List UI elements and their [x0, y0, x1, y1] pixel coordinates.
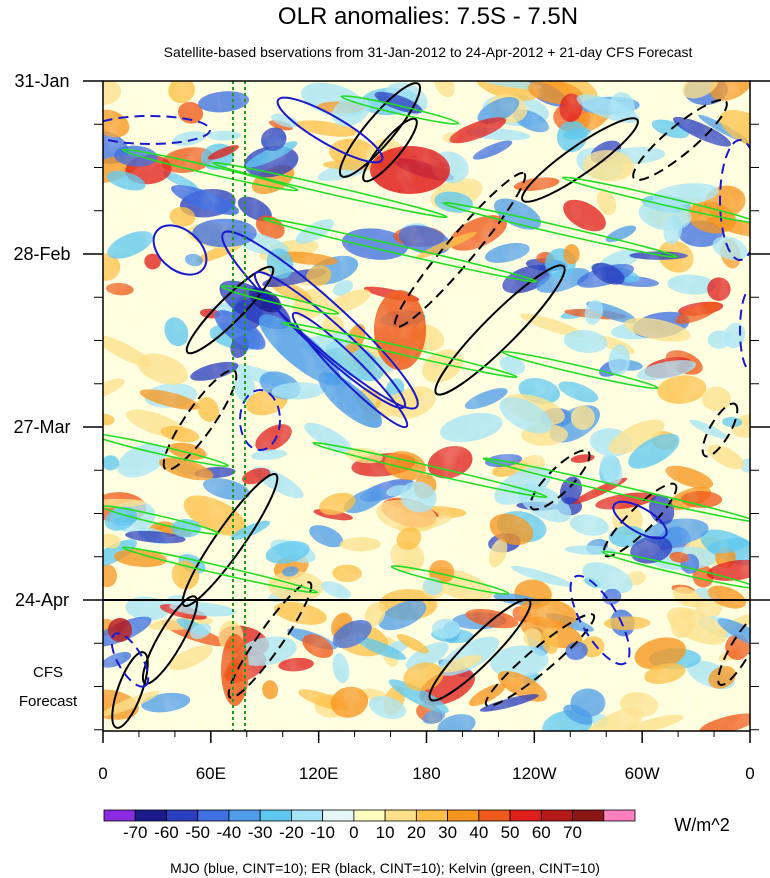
er-contour: [111, 651, 149, 729]
kelvin-contour: [212, 161, 448, 219]
kelvin-contour: [501, 350, 659, 390]
x-tick-label: 60E: [196, 764, 226, 783]
kelvin-contour: [561, 176, 750, 224]
colorbar-swatch: [228, 809, 261, 822]
colorbar-swatch: [291, 809, 324, 822]
colorbar-label: 50: [501, 823, 520, 842]
colorbar-swatch: [447, 809, 480, 822]
colorbar-label: -30: [248, 823, 273, 842]
colorbar-label: 0: [349, 823, 358, 842]
mjo-contour: [291, 311, 409, 429]
colorbar-swatch: [572, 809, 605, 822]
x-tick-label: 0: [98, 764, 107, 783]
colorbar-label: 10: [376, 823, 395, 842]
colorbar-label: -50: [185, 823, 210, 842]
colorbar-label: 20: [407, 823, 426, 842]
er-contour: [602, 482, 678, 558]
forecast-label-line2: Forecast: [19, 693, 78, 710]
y-tick-label: 27-Mar: [13, 417, 70, 437]
kelvin-contour: [103, 505, 220, 535]
er-contour: [181, 472, 279, 608]
mjo-contour: [276, 96, 384, 164]
x-tick-label: 120W: [512, 764, 556, 783]
mjo-contour: [239, 389, 281, 451]
mjo-contour: [103, 115, 211, 145]
kelvin-contour: [282, 321, 518, 379]
colorbar-label: 60: [532, 823, 551, 842]
x-axis: 0 60E 120E 180 120W 60W 0: [98, 731, 755, 783]
colorbar-swatch: [603, 809, 636, 822]
er-contour: [362, 117, 418, 183]
colorbar: -70 -60 -50 -40 -30 -20 -10 0 10 20 30 40 50 60 70: [103, 809, 636, 842]
legend-note: MJO (blue, CINT=10); ER (black, CINT=10)…: [170, 860, 600, 876]
plot-area: [103, 81, 750, 731]
er-contour: [434, 264, 566, 396]
mjo-contour: [612, 500, 668, 540]
colorbar-swatch: [478, 809, 511, 822]
mjo-contour: [152, 224, 208, 276]
mjo-contour: [719, 139, 750, 261]
kelvin-contour: [220, 285, 340, 315]
chart-title: OLR anomalies: 7.5S - 7.5N: [278, 3, 578, 30]
colorbar-units: W/m^2: [674, 815, 729, 835]
kelvin-contour: [121, 546, 319, 594]
colorbar-swatch: [540, 809, 573, 822]
forecast-label-line1: CFS: [33, 664, 63, 681]
er-contour: [162, 369, 238, 471]
chart-subtitle: Satellite-based bservations from 31-Jan-…: [164, 44, 693, 60]
y-axis: 31-Jan 28-Feb 27-Mar 24-Apr: [13, 71, 770, 731]
er-contour: [529, 449, 591, 511]
er-contour: [717, 614, 750, 686]
colorbar-swatch: [384, 809, 417, 822]
y-tick-label: 31-Jan: [14, 71, 69, 91]
colorbar-label: -60: [154, 823, 179, 842]
kelvin-contour: [601, 550, 750, 590]
kelvin-contour: [340, 95, 460, 125]
y-tick-label: 24-Apr: [15, 590, 69, 610]
y-tick-label: 28-Feb: [13, 244, 70, 264]
er-contour: [185, 265, 275, 355]
colorbar-swatch: [415, 809, 448, 822]
colorbar-label: -40: [217, 823, 242, 842]
colorbar-swatch: [353, 809, 386, 822]
colorbar-label: 70: [563, 823, 582, 842]
colorbar-swatch: [134, 809, 167, 822]
colorbar-label: 30: [438, 823, 457, 842]
x-tick-label: 180: [412, 764, 440, 783]
mjo-contour: [739, 289, 750, 371]
kelvin-contour: [121, 148, 299, 192]
colorbar-label: -70: [123, 823, 148, 842]
colorbar-label: -20: [279, 823, 304, 842]
colorbar-swatch: [509, 809, 542, 822]
mjo-contour: [110, 632, 150, 688]
mjo-contour: [253, 271, 407, 409]
er-contour: [227, 581, 313, 699]
kelvin-contour: [262, 217, 538, 283]
kelvin-contour: [442, 201, 678, 259]
colorbar-label: -10: [310, 823, 335, 842]
er-contour: [701, 402, 739, 458]
colorbar-swatch: [322, 809, 355, 822]
mjo-contour: [569, 574, 631, 666]
kelvin-contour: [103, 432, 230, 468]
x-tick-label: 0: [745, 764, 754, 783]
noise-texture: [103, 81, 750, 731]
kelvin-contour: [390, 565, 510, 595]
er-contour: [338, 82, 422, 178]
er-contour: [521, 117, 639, 203]
kelvin-contour: [312, 441, 548, 499]
x-tick-label: 120E: [299, 764, 339, 783]
er-contour: [484, 613, 596, 707]
colorbar-label: 40: [469, 823, 488, 842]
colorbar-swatch: [103, 809, 136, 822]
kelvin-contour: [482, 457, 750, 523]
wave-contours: [103, 82, 750, 729]
colorbar-swatch: [166, 809, 199, 822]
colorbar-swatch: [259, 809, 292, 822]
colorbar-swatch: [197, 809, 230, 822]
x-tick-label: 60W: [625, 764, 660, 783]
